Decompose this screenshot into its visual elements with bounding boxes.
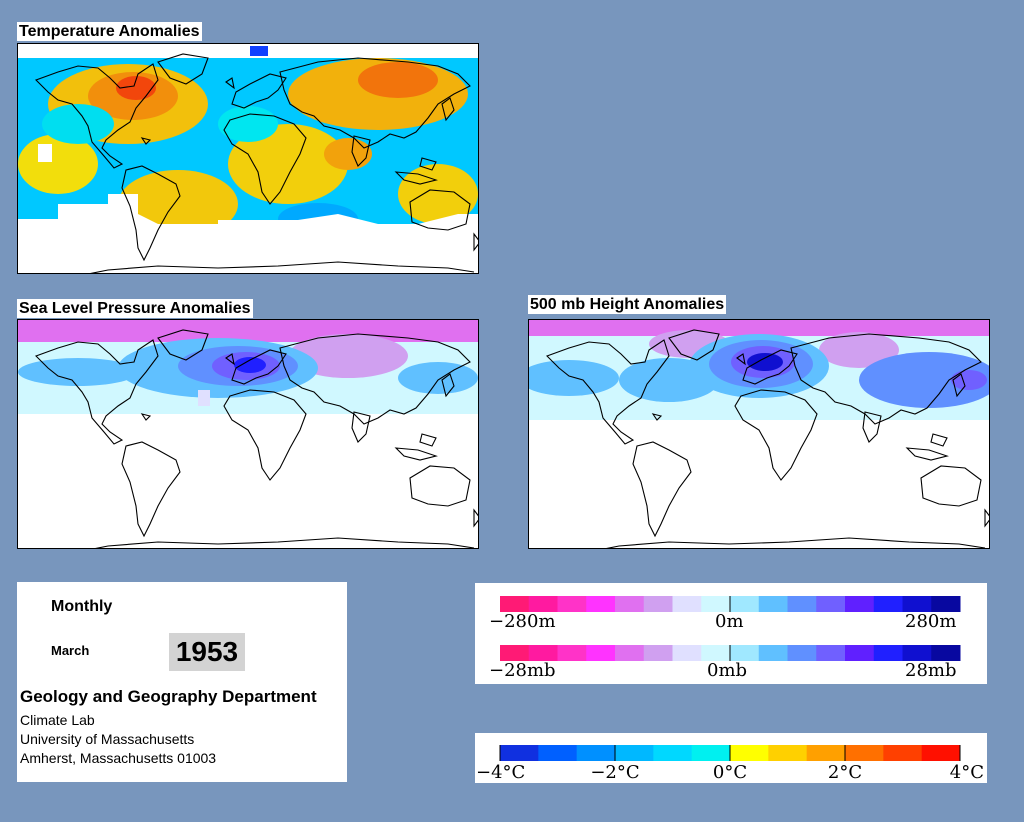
temperature-legend-label: −2°C	[590, 762, 639, 783]
height-legend-swatch	[701, 596, 731, 612]
height-legend-swatch	[902, 596, 932, 612]
height-legend-swatch	[557, 596, 587, 612]
info-panel: Monthly March 1953 Geology and Geography…	[17, 582, 347, 782]
pressure-legend-mid: 0mb	[707, 660, 747, 681]
pressure-legend-swatch	[931, 645, 961, 661]
month-label: March	[51, 643, 90, 658]
temperature-legend-swatch	[500, 745, 539, 761]
height-legend-swatch	[787, 596, 817, 612]
pressure-legend-swatch	[557, 645, 587, 661]
lab-name: Climate Lab	[20, 712, 95, 728]
height-legend-swatch	[615, 596, 645, 612]
height-legend-swatch	[931, 596, 961, 612]
university-name: University of Massachusetts	[20, 731, 195, 747]
temperature-legend: −4°C −2°C 0°C 2°C 4°C	[475, 733, 987, 783]
height-title: 500 mb Height Anomalies	[528, 295, 727, 314]
height-legend-swatch	[758, 596, 788, 612]
height-pressure-legend: −280m 0m 280m −28mb 0mb 28mb	[475, 583, 987, 684]
pressure-legend-swatch	[643, 645, 673, 661]
pressure-legend-swatch	[500, 645, 530, 661]
temperature-legend-swatch	[921, 745, 961, 761]
pressure-legend-swatch	[787, 645, 817, 661]
temperature-legend-swatch	[691, 745, 731, 761]
pressure-legend-min: −28mb	[489, 660, 556, 681]
period-mode: Monthly	[51, 598, 113, 615]
height-legend-swatch	[586, 596, 616, 612]
pressure-legend-max: 28mb	[905, 660, 957, 681]
pressure-legend-swatch	[615, 645, 645, 661]
pressure-legend-swatch	[586, 645, 616, 661]
temperature-legend-swatch	[538, 745, 578, 761]
pressure-legend-swatch	[845, 645, 875, 661]
temperature-legend-swatch	[576, 745, 616, 761]
pressure-legend-swatch	[701, 645, 731, 661]
slp-anomaly-map	[17, 319, 479, 549]
height-legend-min: −280m	[489, 611, 556, 632]
temperature-legend-swatch	[615, 745, 654, 761]
height-legend-swatch	[873, 596, 903, 612]
temperature-legend-label: 0°C	[713, 762, 747, 783]
temperature-legend-label: −4°C	[476, 762, 525, 783]
address-line: Amherst, Massachusetts 01003	[20, 750, 217, 766]
pressure-legend-swatch	[902, 645, 932, 661]
height-legend-swatch	[816, 596, 846, 612]
height-legend-swatch	[845, 596, 875, 612]
temperature-legend-swatch	[730, 745, 769, 761]
height-anomaly-map	[528, 319, 990, 549]
pressure-legend-swatch	[528, 645, 558, 661]
height-legend-swatch	[500, 596, 530, 612]
department-name: Geology and Geography Department	[20, 687, 317, 706]
height-legend-max: 280m	[905, 611, 956, 632]
pressure-legend-bar	[500, 645, 961, 661]
height-legend-swatch	[730, 596, 760, 612]
pressure-legend-swatch	[816, 645, 846, 661]
slp-title: Sea Level Pressure Anomalies	[17, 299, 253, 318]
height-legend-mid: 0m	[715, 611, 744, 632]
pressure-legend-swatch	[758, 645, 788, 661]
temperature-legend-label: 2°C	[828, 762, 862, 783]
temperature-legend-bar	[500, 745, 961, 761]
temperature-legend-swatch	[768, 745, 808, 761]
year-display: 1953	[169, 633, 245, 671]
height-legend-swatch	[643, 596, 673, 612]
height-legend-swatch	[528, 596, 558, 612]
temperature-legend-label: 4°C	[950, 762, 984, 783]
temperature-legend-swatch	[845, 745, 884, 761]
pressure-legend-swatch	[730, 645, 760, 661]
temperature-legend-swatch	[806, 745, 846, 761]
temperature-legend-swatch	[883, 745, 923, 761]
temperature-title: Temperature Anomalies	[17, 22, 202, 41]
temperature-legend-swatch	[653, 745, 693, 761]
temperature-anomaly-map	[17, 43, 479, 274]
pressure-legend-swatch	[873, 645, 903, 661]
height-legend-bar	[500, 596, 961, 612]
height-legend-swatch	[672, 596, 702, 612]
pressure-legend-swatch	[672, 645, 702, 661]
